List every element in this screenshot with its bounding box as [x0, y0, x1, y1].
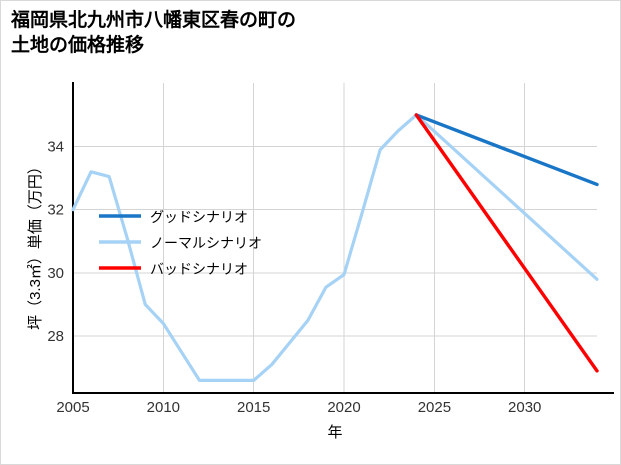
x-axis-tick-label: 2010: [147, 399, 180, 416]
series-line: [414, 113, 599, 373]
legend-label: バッドシナリオ: [150, 261, 248, 277]
y-axis-tick-label: 32: [47, 202, 64, 219]
legend-label: グッドシナリオ: [150, 209, 248, 225]
data-series: [71, 113, 599, 382]
series-line: [71, 113, 599, 382]
x-axis-tick-label: 2025: [418, 399, 451, 416]
axis-spines: [71, 82, 614, 395]
gridlines: [72, 83, 597, 393]
y-axis-tick-label: 34: [47, 139, 64, 156]
x-axis-tick-labels: 2005 2010 2015 2020 2025 2030: [56, 399, 541, 416]
x-axis-tick-label: 2020: [327, 399, 360, 416]
x-axis-tick-label: 2005: [56, 399, 89, 416]
y-axis-tick-label: 30: [47, 265, 64, 282]
series-line: [414, 113, 599, 187]
x-axis-tick-label: 2015: [237, 399, 270, 416]
y-axis-tick-label: 28: [47, 328, 64, 345]
x-axis-title: 年: [327, 424, 342, 441]
x-axis-tick-label: 2030: [508, 399, 541, 416]
y-axis-title: 坪（3.3㎡）単価（万円）: [27, 159, 44, 330]
legend-label: ノーマルシナリオ: [150, 235, 262, 251]
y-axis-tick-labels: 28 30 32 34: [47, 139, 64, 346]
page-title: 福岡県北九州市八幡東区春の町の 土地の価格推移: [11, 10, 297, 57]
